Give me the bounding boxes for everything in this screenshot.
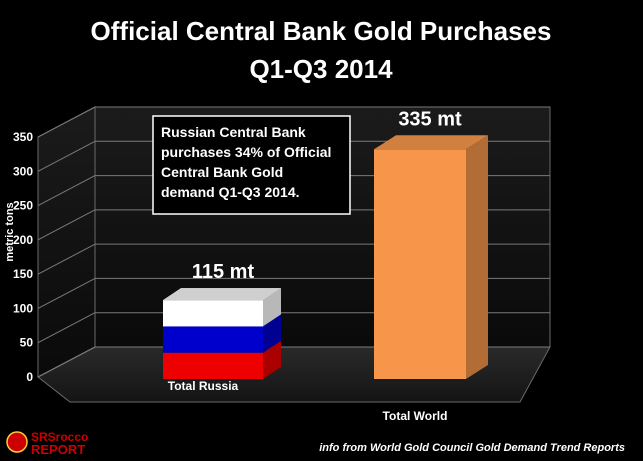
y-tick-label: 100 <box>13 301 33 315</box>
y-tick-label: 0 <box>26 370 33 384</box>
gridline-side-350 <box>37 106 96 138</box>
annotation-line-2: purchases 34% of Official <box>161 144 331 160</box>
chart-title: Official Central Bank Gold Purchases <box>91 16 552 46</box>
logo-text-top: SRSrocco <box>31 430 88 444</box>
annotation-box: Russian Central Bank purchases 34% of Of… <box>152 115 351 215</box>
logo-emblem <box>6 431 28 453</box>
x-category-label: Total Russia <box>168 379 239 393</box>
annotation-line-1: Russian Central Bank <box>161 124 306 140</box>
y-axis-ticks: 0 50 100 150 200 250 300 350 <box>13 130 33 384</box>
russia-bar-red-side <box>263 340 281 379</box>
source-note: info from World Gold Council Gold Demand… <box>319 442 625 454</box>
srsrocco-logo: SRSrocco REPORT <box>6 430 88 457</box>
x-axis-labels: Total Russia Total World <box>168 379 448 423</box>
world-bar-top <box>374 135 488 150</box>
annotation-line-4: demand Q1-Q3 2014. <box>161 184 300 200</box>
y-tick-label: 350 <box>13 130 33 144</box>
world-bar-side <box>466 135 488 379</box>
chart-subtitle: Q1-Q3 2014 <box>249 54 393 84</box>
data-label: 335 mt <box>398 108 462 130</box>
bars: 115 mt 335 mt <box>163 108 488 379</box>
y-tick-label: 200 <box>13 233 33 247</box>
data-label: 115 mt <box>192 261 255 283</box>
russia-bar-blue-side <box>263 314 281 353</box>
gridline-side-50 <box>37 312 96 344</box>
russia-bar-white-side <box>263 288 281 327</box>
y-tick-label: 150 <box>13 267 33 281</box>
side-wall <box>37 106 96 378</box>
logo-text-bottom: REPORT <box>31 442 85 457</box>
gridline-side-300 <box>37 140 96 172</box>
russia-bar-blue-front <box>163 326 263 353</box>
y-tick-label: 250 <box>13 199 33 213</box>
russia-bar-red-front <box>163 352 263 379</box>
russia-bar-top <box>163 288 281 301</box>
annotation-box-frame <box>152 115 351 215</box>
y-tick-label: 50 <box>20 336 34 350</box>
x-category-label: Total World <box>383 409 448 423</box>
gridline-side-0 <box>37 346 96 378</box>
gridline-side-200 <box>37 209 96 241</box>
gridline-side-150 <box>37 243 96 275</box>
gridline-side-100 <box>37 277 96 309</box>
annotation-line-3: Central Bank Gold <box>161 164 283 180</box>
russia-bar-white-front <box>163 300 263 327</box>
gridline-side-250 <box>37 175 96 207</box>
world-bar-front <box>374 149 466 379</box>
y-axis-label: metric tons <box>4 202 16 261</box>
y-tick-label: 300 <box>13 164 33 178</box>
